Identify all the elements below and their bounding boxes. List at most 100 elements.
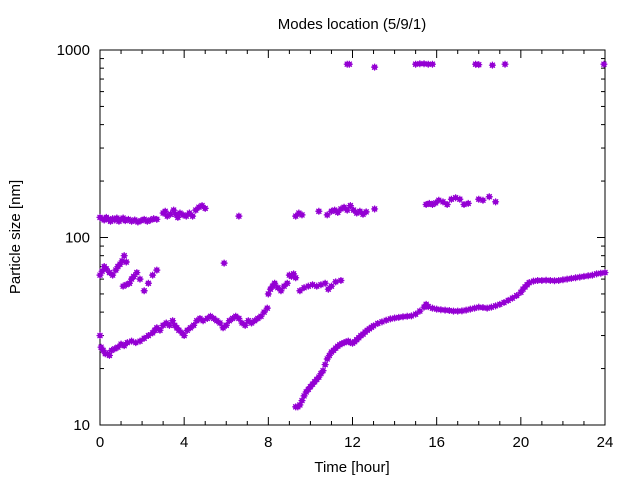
data-point (441, 306, 449, 314)
x-tick-label: 0 (96, 434, 104, 451)
data-point (559, 276, 567, 284)
x-tick-label: 12 (344, 434, 361, 451)
data-point (555, 276, 563, 284)
data-point (475, 61, 483, 69)
data-point (300, 392, 308, 400)
data-point (241, 321, 249, 329)
data-point (96, 271, 104, 279)
data-point (420, 60, 428, 68)
data-point (315, 207, 323, 215)
data-point (140, 334, 148, 342)
data-point (479, 304, 487, 312)
data-point (321, 361, 329, 369)
data-point (122, 258, 130, 266)
data-point (170, 206, 178, 214)
data-point (395, 313, 403, 321)
data-point (136, 275, 144, 283)
data-point (412, 60, 420, 68)
chart-title: Modes location (5/9/1) (278, 16, 426, 33)
data-point (538, 276, 546, 284)
data-point (593, 270, 601, 278)
data-point (580, 272, 588, 280)
data-point (371, 205, 379, 213)
data-point (222, 321, 230, 329)
plot-frame (99, 49, 606, 426)
data-point (257, 312, 265, 320)
data-point (290, 270, 298, 278)
data-point (277, 287, 285, 295)
data-point (485, 193, 493, 201)
data-point (343, 206, 351, 214)
y-tick-label: 10 (73, 417, 90, 434)
data-point (166, 210, 174, 218)
data-point (551, 277, 558, 285)
x-tick-label: 8 (264, 434, 272, 451)
data-points (96, 60, 609, 411)
data-point (235, 212, 243, 220)
data-point (439, 198, 447, 206)
x-tick-label: 24 (597, 434, 614, 451)
x-tick-label: 4 (180, 434, 188, 451)
data-point (479, 196, 487, 204)
x-axis-ticks: 0 4 8 12 16 20 24 (96, 50, 614, 451)
data-point (371, 63, 379, 71)
data-point (298, 397, 306, 405)
data-point (546, 276, 554, 284)
data-point (156, 326, 164, 334)
data-point (220, 259, 228, 267)
data-point (235, 314, 243, 322)
data-point (296, 287, 304, 295)
data-point (189, 212, 197, 220)
data-point (501, 60, 509, 68)
data-point (504, 296, 512, 304)
data-point (199, 317, 207, 325)
data-point (263, 304, 271, 312)
data-point (125, 279, 133, 287)
data-point (399, 313, 407, 321)
data-point (296, 401, 304, 409)
data-point (264, 290, 272, 298)
data-point (105, 351, 113, 359)
data-point (216, 319, 224, 327)
data-point (96, 332, 104, 340)
data-point (534, 276, 542, 284)
data-point (144, 279, 152, 287)
data-point (292, 274, 300, 282)
data-point (542, 276, 550, 284)
data-point (488, 61, 496, 69)
data-point (98, 267, 106, 275)
x-tick-label: 16 (428, 434, 445, 451)
data-point (500, 299, 508, 307)
data-point (362, 208, 370, 216)
data-point (140, 287, 148, 295)
data-point (133, 269, 141, 277)
y-tick-label: 1000 (57, 42, 90, 59)
data-point (597, 269, 605, 277)
data-point (572, 274, 580, 282)
data-point (298, 211, 306, 219)
data-point (161, 207, 169, 215)
data-point (433, 305, 441, 313)
data-point (600, 60, 608, 68)
data-point (201, 204, 209, 212)
data-point (492, 198, 500, 206)
data-point (120, 252, 128, 260)
data-point (180, 332, 188, 340)
data-point (153, 266, 161, 274)
data-point (345, 60, 353, 68)
data-point (529, 277, 537, 285)
data-point (323, 211, 331, 219)
data-point (513, 292, 521, 300)
data-point (271, 279, 279, 287)
data-point (601, 269, 609, 277)
data-point (332, 278, 340, 286)
data-point (346, 202, 354, 210)
data-point (149, 271, 157, 279)
data-point (403, 312, 411, 320)
data-point (475, 303, 483, 311)
y-axis-ticks: 10 100 1000 (57, 42, 605, 434)
data-point (508, 294, 516, 302)
data-point (563, 275, 571, 283)
data-point (445, 307, 453, 315)
